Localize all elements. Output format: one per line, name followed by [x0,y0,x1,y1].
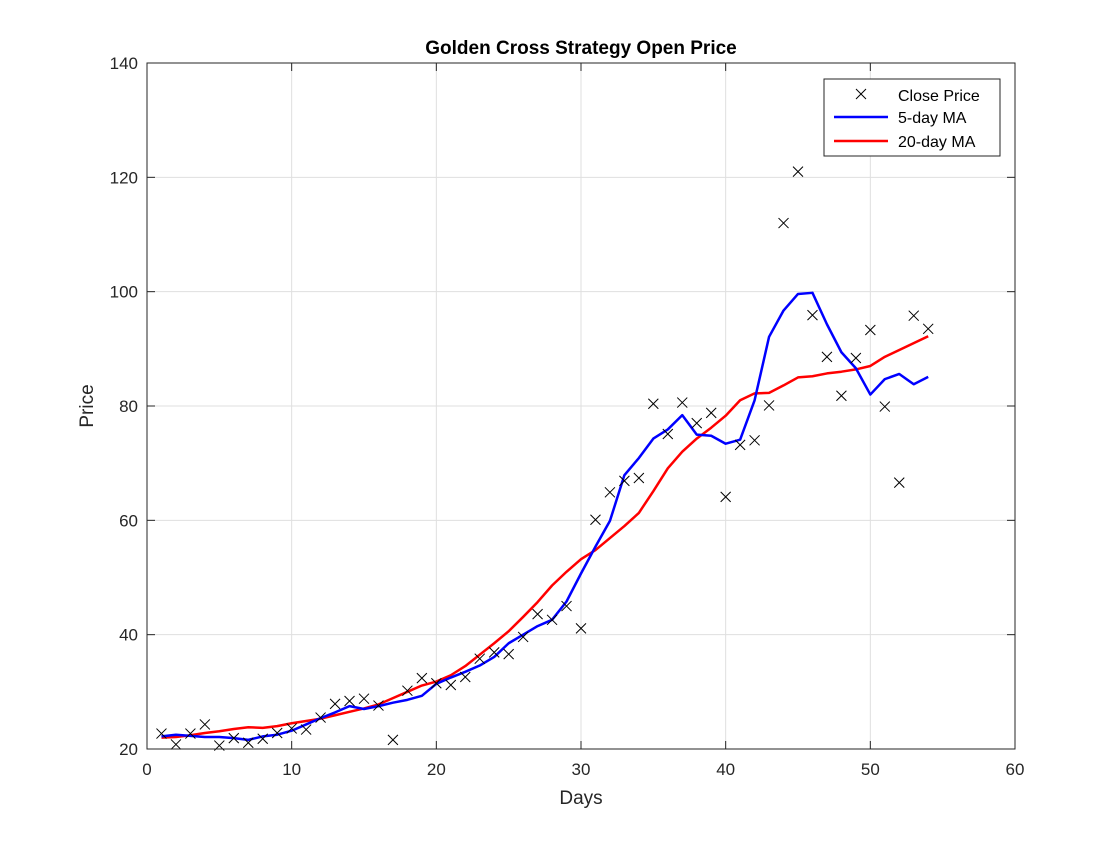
ticks: 0 10 20 30 40 50 60 20 40 60 80 100 120 140 [110,54,1025,779]
legend-item-5-day-ma: 5-day MA [834,110,967,127]
x-tick-label: 50 [861,760,880,779]
y-tick-label: 140 [110,54,138,73]
x-axis-label: Days [559,788,602,809]
data-point-close-price [575,623,587,634]
x-tick-label: 20 [427,760,446,779]
legend-label-5-day-ma: 5-day MA [898,110,967,127]
data-point-close-price [734,439,746,451]
data-point-close-price [749,434,760,446]
y-tick-label: 80 [119,397,138,416]
legend-label-close-price: Close Price [898,88,980,105]
y-tick-label: 120 [110,168,138,187]
data-point-close-price [373,700,384,711]
data-point-close-price [199,719,211,730]
data-point-close-price [329,698,341,710]
legend: Close Price 5-day MA 20-day MA [823,78,1001,157]
data-point-close-price [619,475,630,487]
data-point-close-price [850,352,862,364]
data-point-close-price [720,491,732,503]
data-point-close-price [633,472,645,484]
y-tick-label: 20 [119,740,138,759]
data-point-close-price [358,693,370,705]
data-point-close-price [705,407,717,419]
data-point-close-price [257,733,269,745]
data-point-close-price [517,631,529,643]
series-layer [156,166,934,751]
data-point-close-price [778,217,789,229]
data-point-close-price [286,723,298,734]
y-tick-label: 100 [110,283,138,302]
data-point-close-price [864,324,876,336]
data-point-close-price [807,309,818,321]
data-point-close-price [647,398,659,410]
data-point-close-price [315,712,326,723]
y-axis-label: Price [77,384,98,427]
legend-item-close-price: Close Price [855,88,980,105]
series-markers-close-price [156,166,934,751]
x-tick-label: 0 [142,760,151,779]
data-point-close-price [836,390,847,402]
chart-title: Golden Cross Strategy Open Price [425,38,736,59]
data-point-close-price [922,323,934,335]
data-point-close-price [459,671,471,683]
legend-label-20-day-ma: 20-day MA [898,134,976,151]
data-point-close-price [532,608,543,620]
data-point-close-price [185,728,196,739]
legend-item-20-day-ma: 20-day MA [834,134,976,151]
x-tick-label: 40 [716,760,735,779]
data-point-close-price [893,477,905,488]
data-point-close-price [691,417,703,429]
data-point-close-price [430,677,442,689]
data-point-close-price [590,514,601,526]
data-point-close-price [662,428,674,440]
x-tick-label: 10 [282,760,301,779]
data-point-close-price [445,679,457,691]
data-point-close-price [763,400,775,411]
data-point-close-price [821,351,833,363]
x-tick-label: 60 [1006,760,1025,779]
y-tick-label: 60 [119,511,138,530]
data-point-close-price [344,695,355,707]
data-point-close-price [792,166,804,177]
data-point-close-price [271,727,283,739]
data-point-close-price [503,648,515,660]
data-point-close-price [488,647,500,658]
legend-x-marker-icon [855,88,867,100]
data-point-close-price [416,672,428,684]
data-point-close-price [402,685,413,697]
data-point-close-price [228,732,240,744]
data-point-close-price [908,310,920,322]
data-point-close-price [879,401,891,412]
data-point-close-price [561,600,572,612]
data-point-close-price [170,739,182,750]
data-point-close-price [156,728,167,739]
data-point-close-price [474,653,486,665]
data-point-close-price [300,724,312,735]
data-point-close-price [242,737,254,749]
data-point-close-price [546,614,558,626]
x-tick-label: 30 [572,760,591,779]
y-tick-label: 40 [119,626,138,645]
data-point-close-price [387,734,399,746]
data-point-close-price [604,486,616,498]
series-line-20-day-ma [161,335,929,739]
data-point-close-price [676,397,688,408]
